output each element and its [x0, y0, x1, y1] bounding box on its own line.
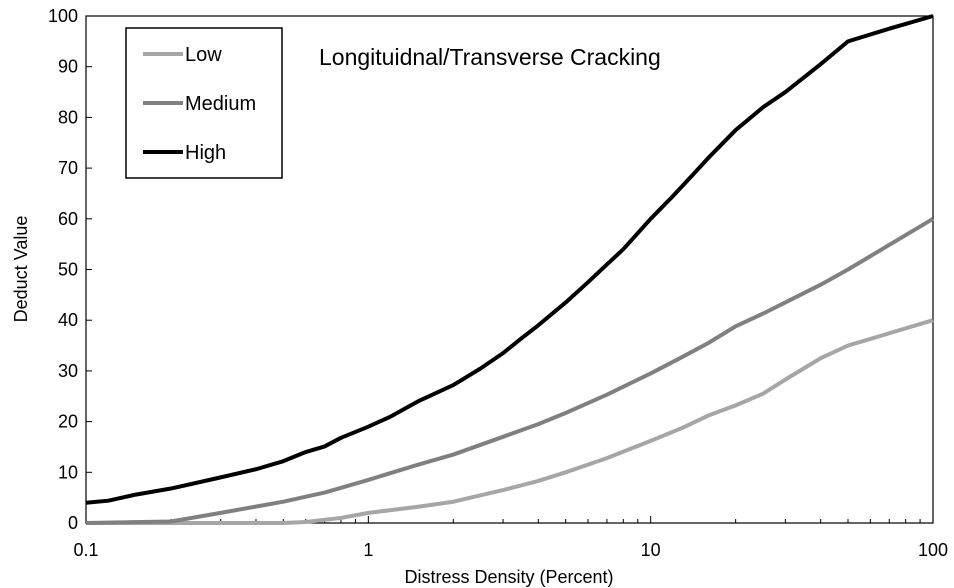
- chart-title: Longituidnal/Transverse Cracking: [319, 44, 661, 70]
- y-tick-label: 100: [48, 6, 78, 26]
- legend-label-low: Low: [185, 44, 222, 66]
- y-tick-label: 40: [58, 310, 78, 330]
- x-tick-label: 100: [918, 540, 948, 560]
- series-lines: [85, 14, 935, 525]
- legend: Low Medium High: [125, 27, 283, 179]
- x-tick-label: 0.1: [73, 540, 98, 560]
- x-tick-label: 1: [363, 540, 373, 560]
- y-tick-label: 60: [58, 209, 78, 229]
- y-axis-title: Deduct Value: [11, 216, 31, 323]
- series-line-low: [86, 318, 934, 525]
- y-tick-label: 0: [68, 513, 78, 533]
- y-tick-label: 30: [58, 361, 78, 381]
- y-tick-label: 80: [58, 107, 78, 127]
- y-tick-label: 50: [58, 260, 78, 280]
- legend-label-high: High: [185, 142, 226, 164]
- y-tick-label: 10: [58, 462, 78, 482]
- x-axis-title: Distress Density (Percent): [404, 567, 613, 587]
- series-line-high: [85, 14, 934, 505]
- y-tick-label: 70: [58, 158, 78, 178]
- y-tick-label: 20: [58, 412, 78, 432]
- x-tick-label: 10: [641, 540, 661, 560]
- x-axis-ticks: 0.1 1 10 100: [73, 516, 948, 560]
- legend-label-medium: Medium: [185, 93, 256, 115]
- y-axis-ticks: 0 10 20 30 40 50 60 70 80 90 100: [48, 6, 92, 533]
- y-tick-label: 90: [58, 57, 78, 77]
- series-line-medium: [85, 217, 935, 525]
